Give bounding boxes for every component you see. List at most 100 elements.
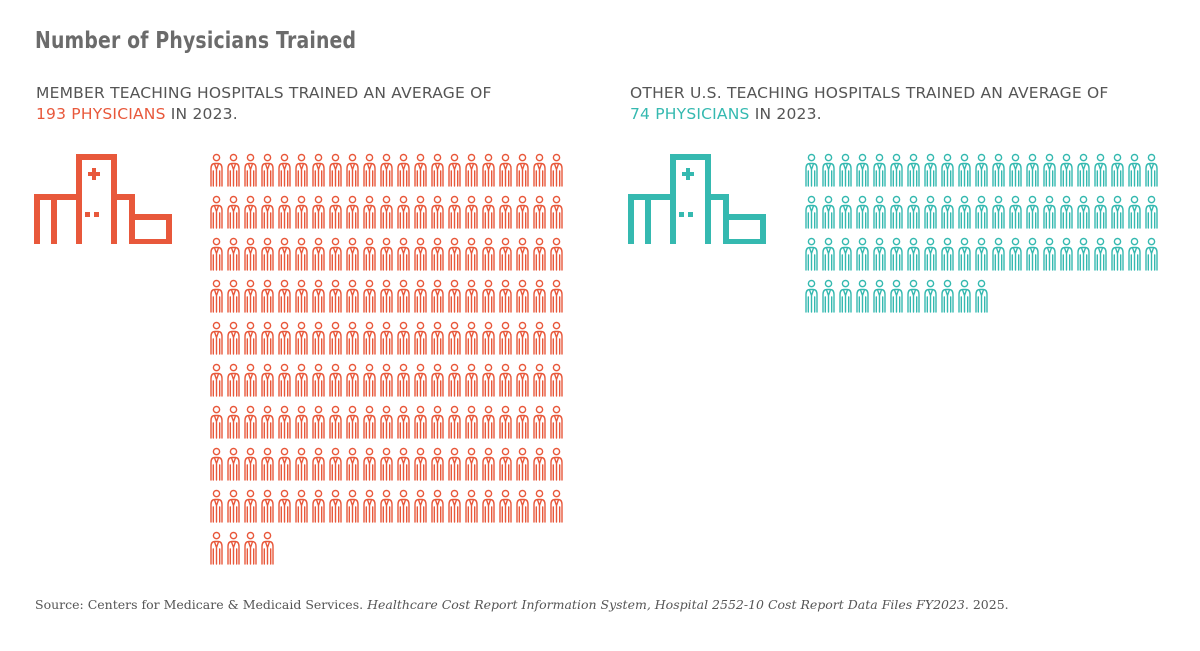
physician-icon xyxy=(278,363,291,397)
physician-icon xyxy=(805,195,818,229)
physician-icon xyxy=(856,279,869,313)
physician-icon xyxy=(431,489,444,523)
member-suffix: IN 2023. xyxy=(165,105,238,123)
physician-icon xyxy=(1043,195,1056,229)
physician-icon xyxy=(941,195,954,229)
physician-icon xyxy=(278,237,291,271)
physician-icon xyxy=(822,237,835,271)
physician-icon xyxy=(890,237,903,271)
physician-icon xyxy=(873,195,886,229)
physician-icon xyxy=(414,363,427,397)
physician-icon xyxy=(1077,237,1090,271)
other-suffix: IN 2023. xyxy=(749,105,822,123)
physician-icon xyxy=(261,237,274,271)
physician-icon xyxy=(958,195,971,229)
physician-icon xyxy=(295,237,308,271)
physician-icon xyxy=(1043,237,1056,271)
physician-icon xyxy=(941,279,954,313)
physician-icon xyxy=(499,279,512,313)
physician-icon xyxy=(1009,153,1022,187)
physician-icon xyxy=(414,447,427,481)
pictograph-series-other xyxy=(805,153,1158,313)
physician-icon xyxy=(482,363,495,397)
source-note: Source: Centers for Medicare & Medicaid … xyxy=(35,597,1009,612)
physician-icon xyxy=(261,195,274,229)
physician-icon xyxy=(397,321,410,355)
physician-icon xyxy=(1026,195,1039,229)
physician-icon xyxy=(227,237,240,271)
physician-icon xyxy=(1043,153,1056,187)
physician-icon xyxy=(210,195,223,229)
physician-icon xyxy=(1145,237,1158,271)
physician-icon xyxy=(431,405,444,439)
physician-icon xyxy=(516,405,529,439)
physician-icon xyxy=(244,279,257,313)
physician-icon xyxy=(397,195,410,229)
physician-icon xyxy=(550,489,563,523)
physician-icon xyxy=(329,237,342,271)
physician-icon xyxy=(822,279,835,313)
physician-icon xyxy=(329,321,342,355)
pictograph-series-member xyxy=(210,153,563,565)
physician-icon xyxy=(414,237,427,271)
physician-icon xyxy=(312,489,325,523)
physician-icon xyxy=(890,153,903,187)
physician-icon xyxy=(210,447,223,481)
physician-icon xyxy=(363,489,376,523)
chart-title: Number of Physicians Trained xyxy=(35,28,357,54)
physician-icon xyxy=(397,279,410,313)
physician-icon xyxy=(516,279,529,313)
physician-icon xyxy=(346,321,359,355)
physician-icon xyxy=(448,279,461,313)
physician-icon xyxy=(958,279,971,313)
physician-icon xyxy=(1145,153,1158,187)
physician-icon xyxy=(227,489,240,523)
member-heading-line1: MEMBER TEACHING HOSPITALS TRAINED AN AVE… xyxy=(36,84,492,102)
physician-icon xyxy=(329,405,342,439)
physician-icon xyxy=(533,489,546,523)
physician-icon xyxy=(295,363,308,397)
other-heading-line1: OTHER U.S. TEACHING HOSPITALS TRAINED AN… xyxy=(630,84,1109,102)
physician-icon xyxy=(873,153,886,187)
physician-icon xyxy=(329,153,342,187)
physician-icon xyxy=(516,363,529,397)
physician-icon xyxy=(227,447,240,481)
physician-icon xyxy=(1128,237,1141,271)
physician-icon xyxy=(329,489,342,523)
physician-icon xyxy=(261,405,274,439)
physician-icon xyxy=(380,237,393,271)
physician-icon xyxy=(244,153,257,187)
physician-icon xyxy=(550,405,563,439)
physician-icon xyxy=(346,279,359,313)
physician-icon xyxy=(516,321,529,355)
physician-icon xyxy=(227,321,240,355)
source-suffix: 2025. xyxy=(968,597,1009,612)
physician-icon xyxy=(822,195,835,229)
physician-icon xyxy=(992,153,1005,187)
physician-icon xyxy=(465,363,478,397)
physician-icon xyxy=(465,447,478,481)
physician-icon xyxy=(431,195,444,229)
physician-icon xyxy=(431,447,444,481)
physician-icon xyxy=(227,405,240,439)
physician-icon xyxy=(1145,195,1158,229)
physician-icon xyxy=(227,153,240,187)
physician-icon xyxy=(380,447,393,481)
physician-icon xyxy=(1128,195,1141,229)
physician-icon xyxy=(533,321,546,355)
physician-icon xyxy=(397,405,410,439)
physician-icon xyxy=(227,363,240,397)
physician-icon xyxy=(278,321,291,355)
physician-icon xyxy=(414,279,427,313)
physician-icon xyxy=(295,195,308,229)
physician-icon xyxy=(499,153,512,187)
hospital-icon xyxy=(34,154,172,244)
physician-icon xyxy=(278,447,291,481)
physician-icon xyxy=(499,489,512,523)
physician-icon xyxy=(516,447,529,481)
physician-icon xyxy=(414,489,427,523)
physician-icon xyxy=(907,153,920,187)
physician-icon xyxy=(890,195,903,229)
physician-icon xyxy=(414,153,427,187)
physician-icon xyxy=(244,195,257,229)
